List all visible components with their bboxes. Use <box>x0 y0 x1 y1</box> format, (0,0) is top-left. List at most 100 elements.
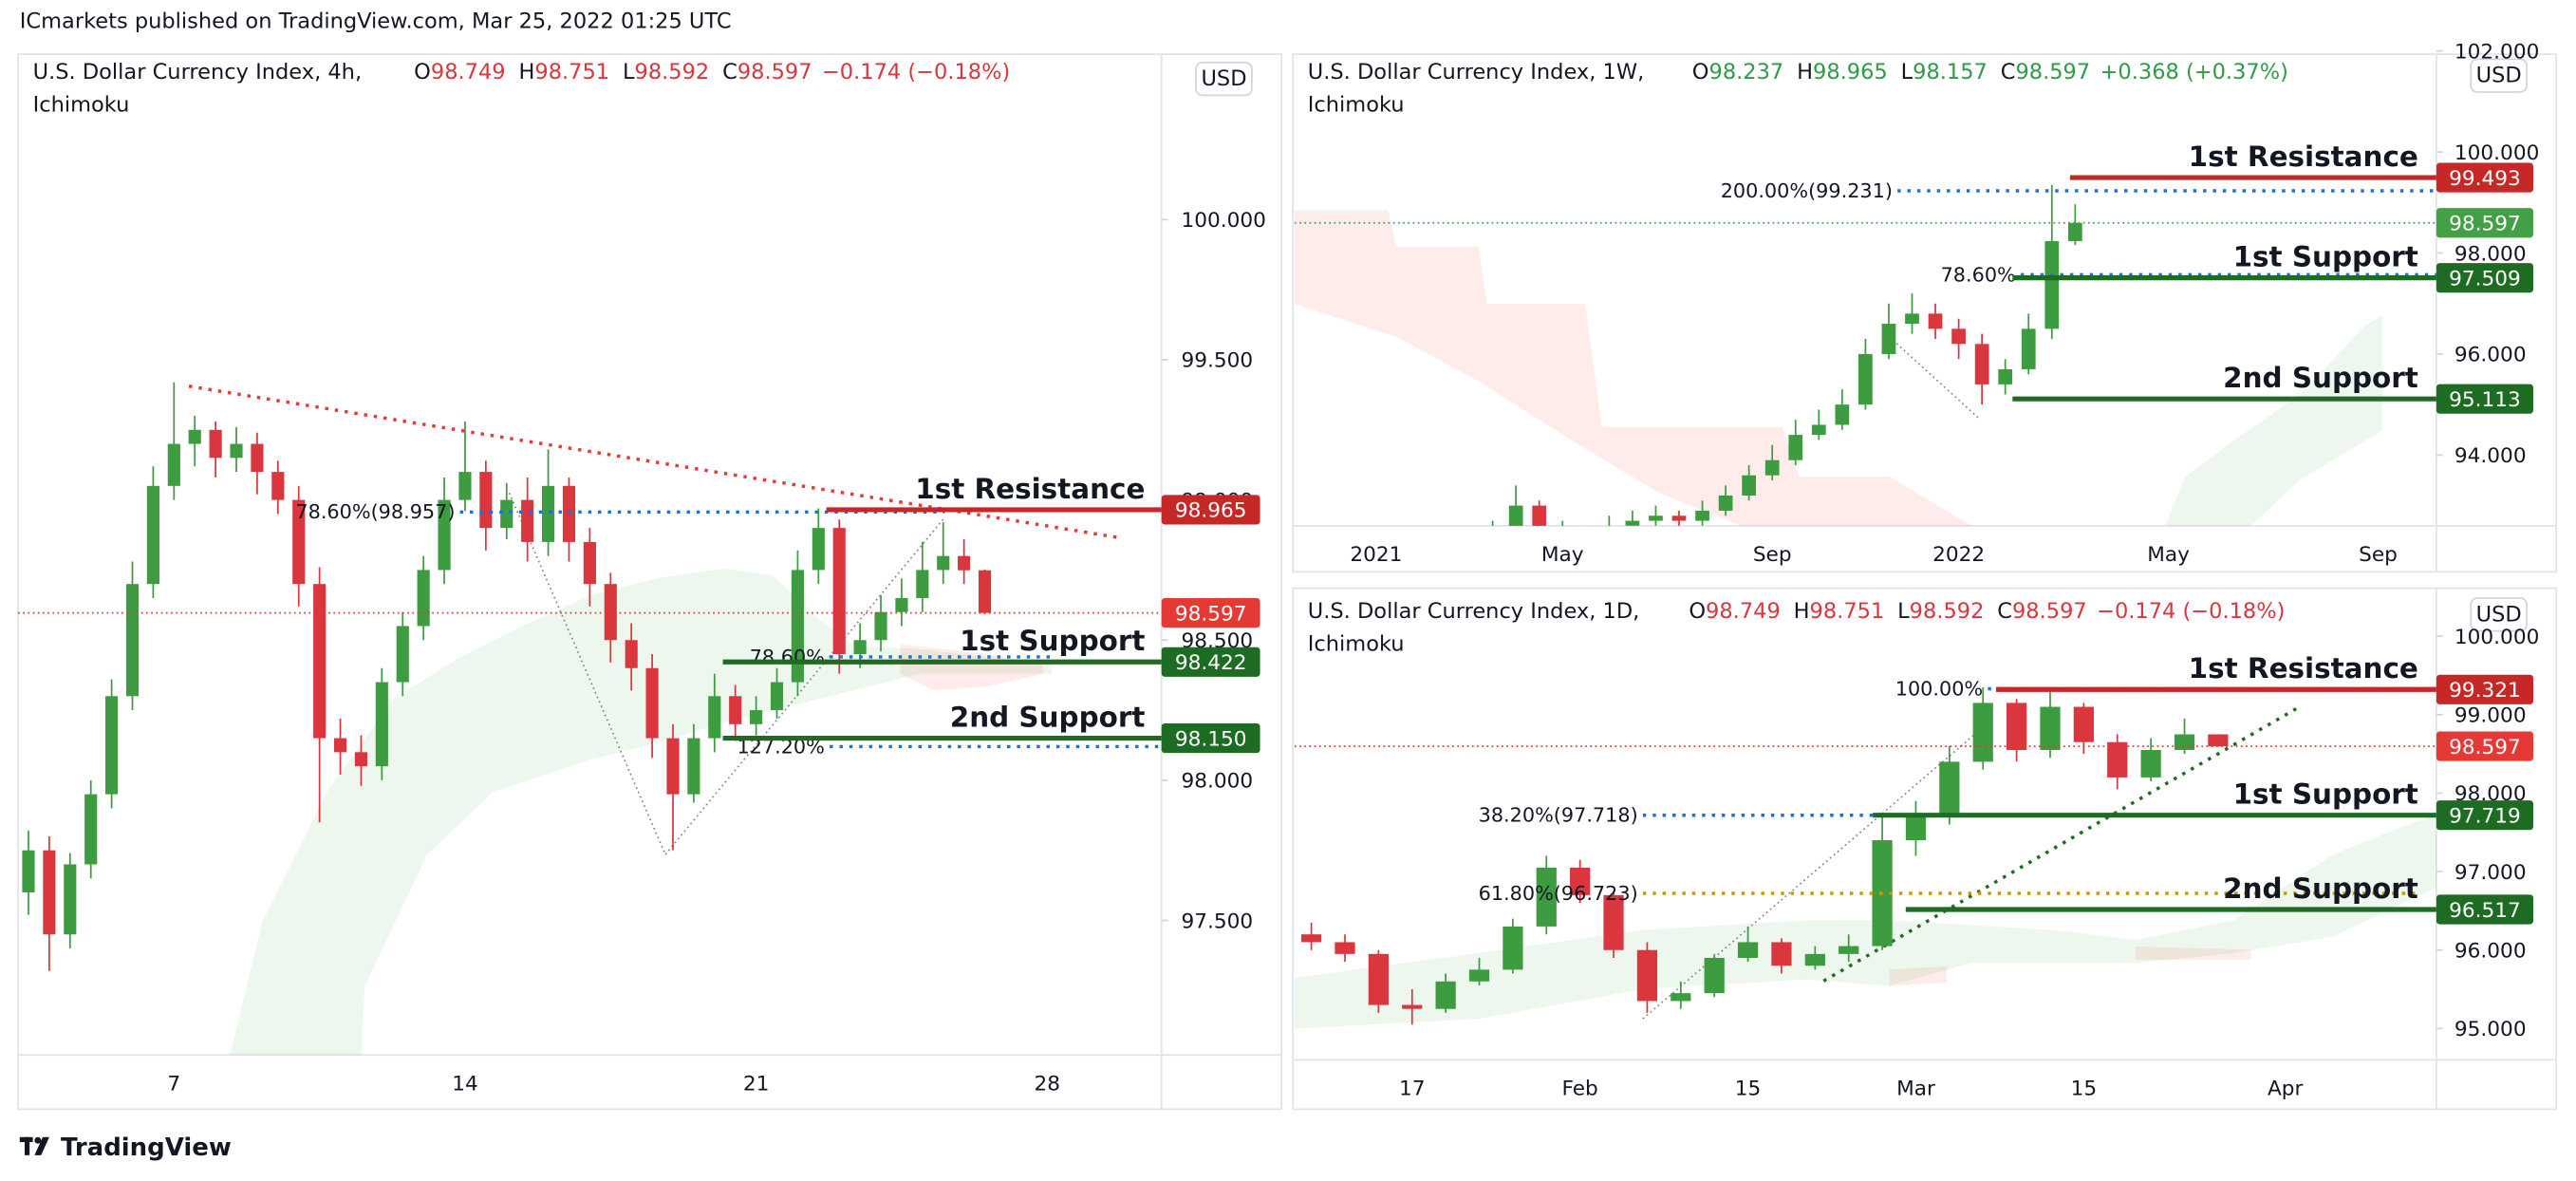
x-tick-label: 7 <box>167 1072 180 1096</box>
candle-body <box>1771 942 1792 966</box>
fib-label: 78.60% <box>750 646 825 668</box>
legend-value: 98.597 <box>2012 599 2087 624</box>
legend-change: −0.174 (−0.18%) <box>2097 599 2285 624</box>
legend-value: 98.749 <box>1706 599 1781 624</box>
candle-body <box>188 429 201 444</box>
legend-key: H <box>1794 599 1810 624</box>
candle-body <box>645 667 659 739</box>
x-tick-label: 15 <box>1735 1078 1762 1101</box>
candle-body <box>625 640 638 668</box>
legend-value: 98.237 <box>1709 60 1784 84</box>
candle-body <box>1905 313 1919 325</box>
legend-key: L <box>1897 599 1910 624</box>
candle-body <box>2073 706 2094 742</box>
level-price-box <box>2436 384 2533 414</box>
trend-line <box>1822 704 2302 983</box>
fib-label: 100.00% <box>1895 677 1983 700</box>
candle-body <box>1671 516 1687 521</box>
candle-body <box>708 696 721 739</box>
currency-box <box>2470 58 2528 93</box>
level-price-label: 99.493 <box>2449 167 2521 191</box>
x-tick-label: Apr <box>2268 1078 2304 1101</box>
candle-body <box>417 570 430 627</box>
candle-body <box>521 499 534 542</box>
header: ICmarkets published on TradingView.com, … <box>20 9 732 33</box>
candle-body <box>2174 734 2195 750</box>
level-name: 2nd Support <box>2223 362 2418 394</box>
level-price-box <box>2436 263 2533 293</box>
x-tick-label: 2021 <box>1350 543 1402 567</box>
candle-body <box>1671 993 1691 1002</box>
candle-body <box>1570 867 1591 895</box>
last-price-label: 98.597 <box>2449 736 2521 759</box>
candle-body <box>209 429 222 459</box>
currency-box <box>2470 597 2528 632</box>
candle-body <box>1839 946 1859 954</box>
level-price-box <box>1161 495 1260 525</box>
level-name: 1st Support <box>2233 778 2418 811</box>
y-tick-label: 99.500 <box>1181 349 1253 373</box>
candle-body <box>1402 1004 1423 1009</box>
level-price-label: 98.965 <box>1175 499 1247 523</box>
level-price-box <box>2436 674 2533 704</box>
candle-body <box>458 472 472 500</box>
level-price-box <box>2436 800 2533 831</box>
level-price-box <box>1161 647 1260 677</box>
candle-body <box>1536 867 1557 927</box>
candle-body <box>853 640 867 654</box>
candle-body <box>2208 734 2229 747</box>
plot-area <box>1491 184 2082 526</box>
candle-body <box>271 472 285 500</box>
candle-body <box>874 611 887 641</box>
fib-label: 78.60%(98.957) <box>295 500 455 523</box>
panel-frame <box>1292 53 2558 573</box>
chart-title: U.S. Dollar Currency Index, 4h, <box>33 60 363 84</box>
y-tick-label: 96.000 <box>2455 940 2527 964</box>
candle-body <box>1636 949 1658 1002</box>
legend-key: H <box>1797 60 1813 84</box>
x-tick-label: May <box>1541 543 1584 567</box>
candle-body <box>729 696 742 724</box>
currency-box <box>1195 61 1253 97</box>
candle-body <box>1804 953 1825 966</box>
candle-body <box>396 626 409 683</box>
candle-body <box>1928 313 1943 329</box>
candle-body <box>687 738 700 795</box>
ichimoku-cloud <box>1294 210 1972 526</box>
level-price-box <box>2436 162 2533 193</box>
x-tick-label: Feb <box>1562 1078 1598 1101</box>
candle-body <box>1974 344 1989 384</box>
candle-body <box>125 584 140 697</box>
panel-frame <box>1292 587 2558 1111</box>
x-tick-label: 14 <box>452 1072 478 1096</box>
trend-line <box>508 492 666 855</box>
candle-body <box>1704 957 1725 994</box>
trend-line <box>1642 722 1988 1020</box>
fib-label: 61.80%(96.723) <box>1479 882 1638 905</box>
level-name: 2nd Support <box>2223 872 2418 905</box>
candle-body <box>1300 934 1322 943</box>
candle-body <box>2006 703 2027 750</box>
candle-body <box>604 584 617 641</box>
candle-body <box>791 570 804 683</box>
x-tick-label: 21 <box>743 1072 770 1096</box>
candle-body <box>770 682 784 711</box>
footer-brand: TradingView <box>61 1134 232 1162</box>
legend-value: 98.597 <box>737 60 812 84</box>
last-price-box <box>2436 208 2533 238</box>
legend-key: L <box>1901 60 1913 84</box>
x-tick-label: 2022 <box>1932 543 1985 567</box>
candle-body <box>583 541 596 585</box>
candle-body <box>292 499 306 585</box>
candle-body <box>1742 475 1757 496</box>
legend-change: +0.368 (+0.37%) <box>2100 60 2288 84</box>
chart-subtitle: Ichimoku <box>33 93 130 118</box>
legend-value: 98.597 <box>2015 60 2090 84</box>
plot-area <box>22 382 992 971</box>
fib-label: 200.00%(99.231) <box>1721 179 1893 202</box>
candle-body <box>1468 969 1490 982</box>
candle-body <box>812 528 825 571</box>
candle-body <box>1368 953 1389 1005</box>
candle-body <box>542 485 555 542</box>
candle-body <box>354 752 368 767</box>
